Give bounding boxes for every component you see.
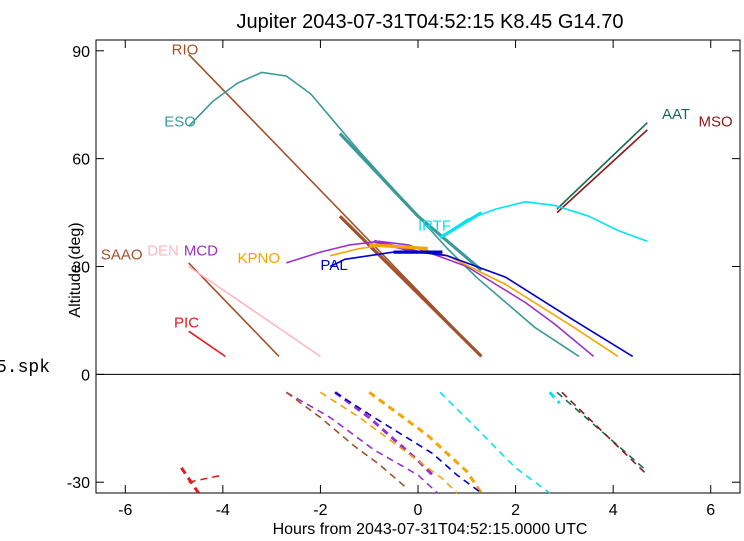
series-dashed-aat: [556, 391, 648, 473]
series-line-thick-kpno: [369, 243, 428, 251]
series-dashed-irtf: [548, 391, 561, 405]
series-line-kpno: [330, 244, 619, 358]
series-dashed-kpno: [319, 391, 458, 494]
series-dashed-kpno: [368, 391, 483, 494]
margin-text: 5.spk: [0, 358, 50, 378]
series-label-pic: PIC: [174, 315, 199, 332]
series-dashed-mcd: [285, 391, 439, 494]
series-label-aat: AAT: [662, 106, 690, 123]
y-tick-label: 30: [72, 260, 90, 277]
axes-group: -6 -4 -2 0 2 4 6 -30 0 30 60 90: [67, 39, 741, 519]
x-tick-label: 6: [706, 502, 715, 519]
series-label-den: DEN: [147, 243, 179, 260]
series-dashed-mcd: [334, 391, 434, 477]
series-layer: [180, 53, 648, 494]
series-dashed-mso: [561, 391, 648, 476]
x-tick-label: 0: [414, 502, 423, 519]
x-tick-label: -6: [118, 502, 132, 519]
series-line-mcd: [286, 240, 595, 358]
series-labels-layer: RIO ESO AAT MSO IRTF MCD KPNO PAL SAAO DEN PIC: [101, 41, 733, 331]
y-tick-label: 0: [81, 367, 90, 384]
series-line-saao: [188, 262, 280, 357]
chart-title: Jupiter 2043-07-31T04:52:15 K8.45 G14.70: [237, 11, 624, 33]
series-line-irtf: [439, 201, 648, 243]
series-dashed-pal: [334, 391, 482, 494]
series-line-aat: [556, 122, 648, 210]
series-dashed-saao: [285, 391, 409, 491]
y-axis-label: Altitude (deg): [67, 222, 84, 317]
x-tick-label: -2: [313, 502, 327, 519]
series-label-eso: ESO: [164, 113, 196, 130]
series-line-pal: [329, 251, 634, 358]
series-line-thick-rio: [338, 215, 483, 358]
y-tick-label: 60: [72, 152, 90, 169]
series-line-thick-irtf: [439, 211, 483, 240]
x-axis-label: Hours from 2043-07-31T04:52:15.0000 UTC: [273, 521, 588, 538]
x-tick-label: -4: [216, 502, 230, 519]
series-dashed-irtf: [439, 391, 551, 494]
series-label-irtf: IRTF: [418, 218, 451, 235]
series-line-pic: [188, 330, 226, 358]
series-line-eso: [188, 71, 580, 358]
series-label-pal: PAL: [320, 257, 347, 274]
series-label-saao: SAAO: [101, 246, 143, 263]
series-label-mso: MSO: [699, 113, 733, 130]
series-label-kpno: KPNO: [237, 250, 280, 267]
series-line-den: [188, 265, 321, 358]
y-tick-label: 90: [72, 44, 90, 61]
x-tick-label: 4: [609, 502, 618, 519]
series-dashed-pic: [188, 474, 223, 483]
y-tick-label: -30: [67, 475, 90, 492]
series-label-rio: RIO: [172, 41, 199, 58]
series-line-mso: [556, 129, 648, 214]
series-dashed-pic: [180, 466, 200, 494]
series-label-mcd: MCD: [184, 243, 218, 260]
x-tick-label: 2: [511, 502, 520, 519]
series-line-thick-eso: [338, 132, 483, 272]
